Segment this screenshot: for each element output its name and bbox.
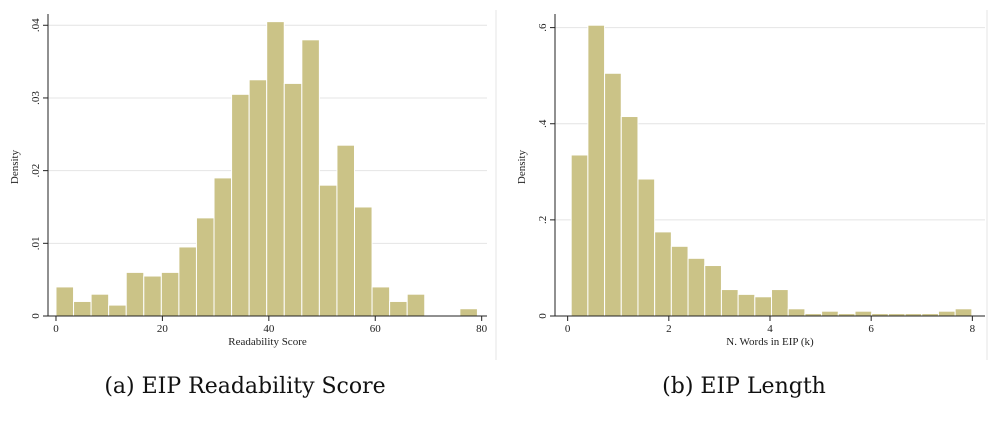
y-tick-label: 0 [30, 313, 42, 319]
y-tick-label: .4 [537, 119, 549, 128]
histogram-bar [248, 79, 268, 317]
x-tick-label: 2 [666, 323, 672, 335]
histogram-bar [587, 24, 606, 317]
histogram-bar [231, 93, 250, 317]
x-tick-label: 8 [970, 323, 976, 335]
histogram-bar [90, 293, 110, 317]
y-tick-label: .02 [30, 164, 42, 178]
histogram-bar [371, 286, 391, 317]
x-tick-label: 60 [370, 323, 382, 335]
x-tick-label: 0 [565, 323, 571, 335]
y-tick-label: .6 [537, 23, 549, 32]
y-tick-label: 0 [537, 313, 549, 319]
chart-readability-histogram: 0 20 40 60 80 0 .01 .02 .03 .04 Readability Score D… [9, 14, 488, 348]
histogram-bar [283, 82, 303, 317]
x-tick-label: 80 [476, 323, 488, 335]
histogram-bar [406, 293, 426, 317]
histogram-bar [654, 231, 672, 317]
histogram-bar [178, 246, 197, 317]
histogram-bar [195, 217, 215, 317]
y-tick-label: .01 [30, 236, 42, 250]
y-tick-label: .03 [30, 91, 42, 105]
histogram-bar [604, 72, 622, 317]
histogram-bar [318, 184, 338, 317]
x-tick-label: 6 [868, 323, 874, 335]
histogram-bar [821, 310, 839, 317]
histogram-bar [637, 178, 656, 317]
histogram-bar [389, 300, 408, 317]
caption-b: (b) EIP Length [662, 374, 826, 399]
histogram-bar [336, 144, 356, 317]
x-tick-label: 40 [263, 323, 275, 335]
histogram-bar [143, 275, 162, 317]
histogram-bar [771, 289, 789, 317]
x-tick-label: 0 [53, 323, 59, 335]
histogram-bar [160, 271, 180, 317]
caption-a: (a) EIP Readability Score [104, 374, 385, 399]
histogram-bar [213, 177, 233, 317]
histogram-bar [737, 293, 756, 317]
histogram-bar [670, 245, 689, 317]
x-axis-title: Readability Score [228, 336, 307, 348]
histogram-bar [55, 286, 75, 317]
histogram-bar [854, 310, 873, 317]
histogram-bar [687, 257, 706, 317]
histogram-bar [937, 310, 956, 317]
histogram-bar [754, 296, 773, 317]
histogram-bar [73, 300, 92, 317]
histogram-bar [108, 304, 127, 317]
x-axis-title: N. Words in EIP (k) [726, 336, 814, 348]
x-tick-label: 20 [157, 323, 169, 335]
histogram-bar [354, 206, 373, 317]
histogram-bar [787, 308, 806, 317]
x-tick-label: 4 [767, 323, 773, 335]
histogram-bar [125, 271, 145, 317]
histogram-bar [704, 265, 722, 317]
histogram-bar [620, 116, 639, 317]
y-tick-label: .2 [537, 216, 549, 224]
chart-length-histogram: 0 2 4 6 8 0 .2 .4 .6 N. Words in EIP (k) Density [516, 14, 985, 348]
y-axis-title: Density [9, 149, 21, 184]
histogram-bar [570, 154, 589, 317]
y-axis-title: Density [516, 149, 528, 184]
histogram-bar [459, 308, 478, 317]
histogram-bar [720, 289, 739, 317]
y-tick-label: .04 [30, 18, 42, 32]
histogram-bar [954, 308, 973, 317]
histogram-bar [266, 21, 285, 317]
histogram-bar [301, 39, 320, 317]
